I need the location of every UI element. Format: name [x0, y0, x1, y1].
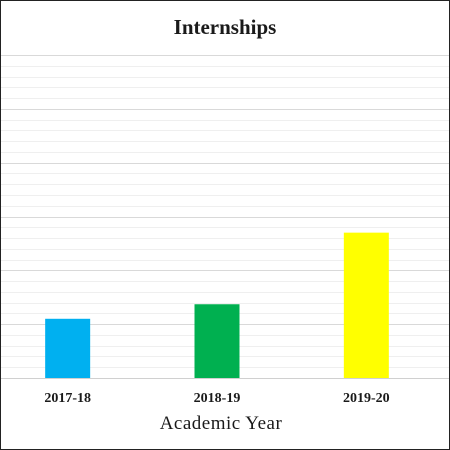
x-tick-label: 2019-20: [343, 391, 390, 406]
bar-2017-18: [45, 318, 91, 378]
bar-2018-19: [194, 304, 240, 378]
bar-2019-20: [343, 232, 389, 378]
x-tick-labels: 2017-18 2018-19 2019-20: [44, 391, 389, 406]
x-tick-label: 2018-19: [194, 391, 241, 406]
bars: [45, 232, 389, 378]
x-axis-label: Academic Year: [160, 413, 283, 434]
x-tick-label: 2017-18: [44, 391, 91, 406]
chart-title: Internships: [174, 15, 277, 39]
